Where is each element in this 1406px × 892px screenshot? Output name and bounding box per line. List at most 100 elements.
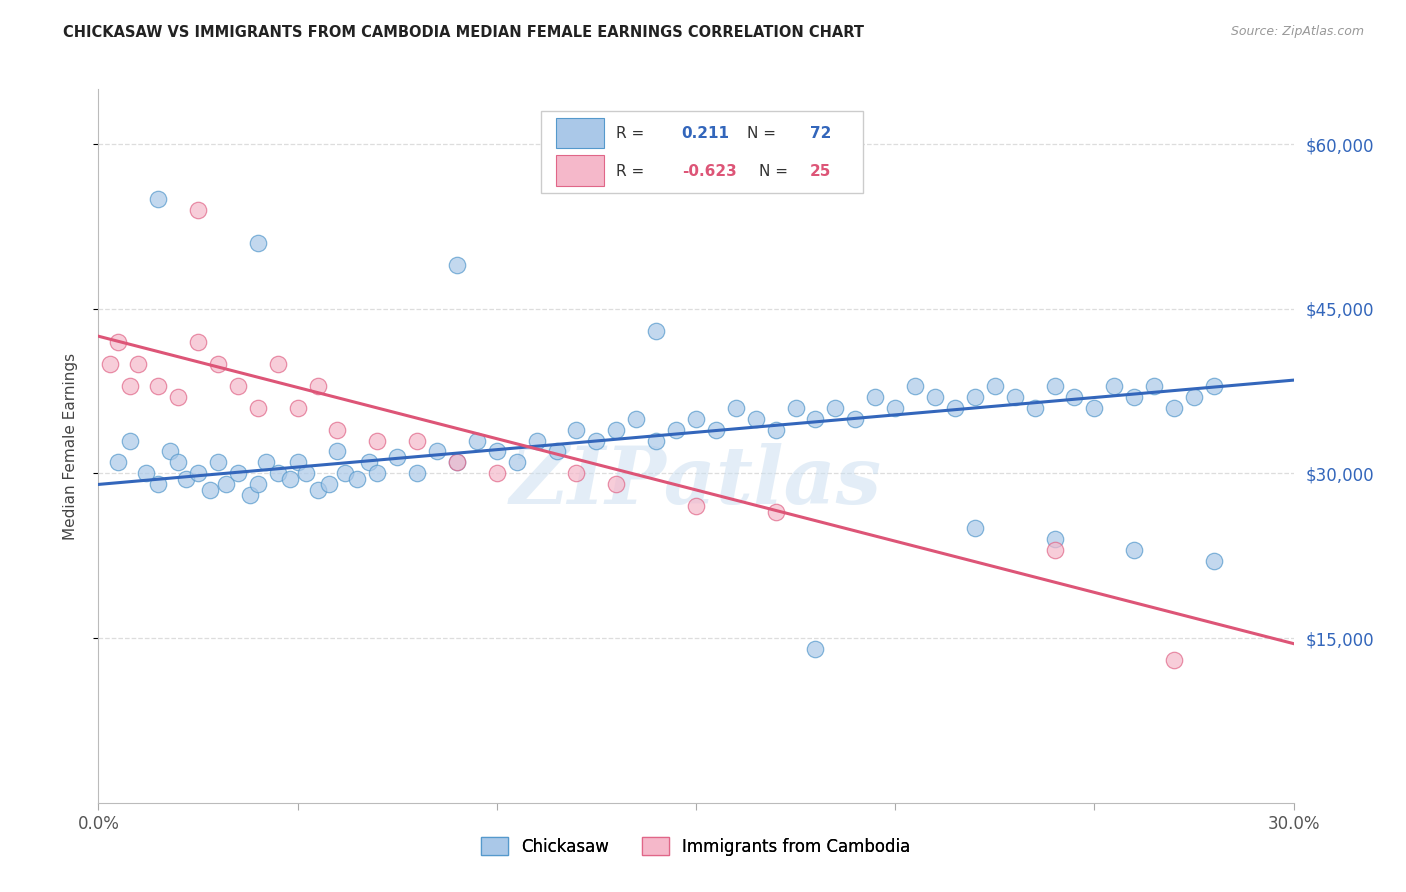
Bar — [557, 118, 605, 148]
Point — [267, 357, 290, 371]
Point — [984, 378, 1007, 392]
Point — [605, 423, 627, 437]
Point — [1202, 554, 1225, 568]
Point — [366, 467, 388, 481]
Point — [406, 434, 429, 448]
Legend: Chickasaw, Immigrants from Cambodia: Chickasaw, Immigrants from Cambodia — [475, 830, 917, 863]
Point — [366, 434, 388, 448]
Point — [207, 455, 229, 469]
Point — [148, 477, 170, 491]
Point — [824, 401, 846, 415]
Point — [1163, 653, 1185, 667]
Bar — [557, 155, 605, 186]
Point — [446, 258, 468, 272]
Point — [724, 401, 747, 415]
Point — [167, 455, 190, 469]
Point — [665, 423, 688, 437]
Point — [148, 378, 170, 392]
Text: N =: N = — [759, 164, 789, 178]
Point — [207, 357, 229, 371]
Point — [785, 401, 807, 415]
Point — [765, 505, 787, 519]
Text: Source: ZipAtlas.com: Source: ZipAtlas.com — [1230, 25, 1364, 38]
Text: -0.623: -0.623 — [682, 164, 737, 178]
Point — [107, 334, 129, 349]
Point — [465, 434, 488, 448]
Point — [804, 642, 827, 657]
Point — [187, 202, 209, 217]
Point — [1043, 543, 1066, 558]
Point — [326, 444, 349, 458]
Point — [865, 390, 887, 404]
Point — [1123, 543, 1146, 558]
Point — [585, 434, 607, 448]
Point — [98, 357, 122, 371]
Point — [645, 324, 668, 338]
Point — [198, 483, 221, 497]
Point — [246, 235, 269, 250]
Point — [446, 455, 468, 469]
Point — [1202, 378, 1225, 392]
Point — [745, 411, 768, 425]
Point — [167, 390, 190, 404]
Point — [307, 378, 329, 392]
Point — [159, 444, 181, 458]
Point — [346, 472, 368, 486]
Point — [506, 455, 529, 469]
Point — [704, 423, 727, 437]
Point — [246, 477, 269, 491]
Point — [765, 423, 787, 437]
Point — [326, 423, 349, 437]
Point — [215, 477, 238, 491]
Point — [1004, 390, 1026, 404]
Point — [120, 378, 142, 392]
Point — [904, 378, 927, 392]
Text: ZIPatlas: ZIPatlas — [510, 443, 882, 520]
Point — [120, 434, 142, 448]
Text: 0.211: 0.211 — [682, 126, 730, 141]
Point — [246, 401, 269, 415]
Point — [546, 444, 568, 458]
Point — [565, 467, 588, 481]
Text: R =: R = — [616, 164, 644, 178]
Point — [148, 192, 170, 206]
Point — [565, 423, 588, 437]
Text: 25: 25 — [810, 164, 831, 178]
Text: N =: N = — [748, 126, 776, 141]
Text: CHICKASAW VS IMMIGRANTS FROM CAMBODIA MEDIAN FEMALE EARNINGS CORRELATION CHART: CHICKASAW VS IMMIGRANTS FROM CAMBODIA ME… — [63, 25, 865, 40]
Point — [426, 444, 449, 458]
Point — [287, 455, 309, 469]
Point — [1024, 401, 1046, 415]
Point — [359, 455, 381, 469]
Point — [526, 434, 548, 448]
Point — [884, 401, 907, 415]
Point — [1163, 401, 1185, 415]
Point — [239, 488, 262, 502]
Text: R =: R = — [616, 126, 644, 141]
Point — [107, 455, 129, 469]
Point — [1104, 378, 1126, 392]
Point — [1063, 390, 1085, 404]
Point — [406, 467, 429, 481]
Point — [1143, 378, 1166, 392]
Point — [278, 472, 301, 486]
Point — [804, 411, 827, 425]
Point — [267, 467, 290, 481]
Point — [963, 521, 986, 535]
Point — [446, 455, 468, 469]
Point — [1043, 533, 1066, 547]
Point — [645, 434, 668, 448]
Point — [254, 455, 277, 469]
Point — [485, 444, 508, 458]
Point — [135, 467, 157, 481]
Point — [187, 334, 209, 349]
Point — [318, 477, 340, 491]
Point — [1123, 390, 1146, 404]
Point — [127, 357, 149, 371]
Point — [1083, 401, 1105, 415]
Text: 72: 72 — [810, 126, 831, 141]
Point — [1043, 378, 1066, 392]
Point — [943, 401, 966, 415]
Point — [294, 467, 316, 481]
Point — [963, 390, 986, 404]
